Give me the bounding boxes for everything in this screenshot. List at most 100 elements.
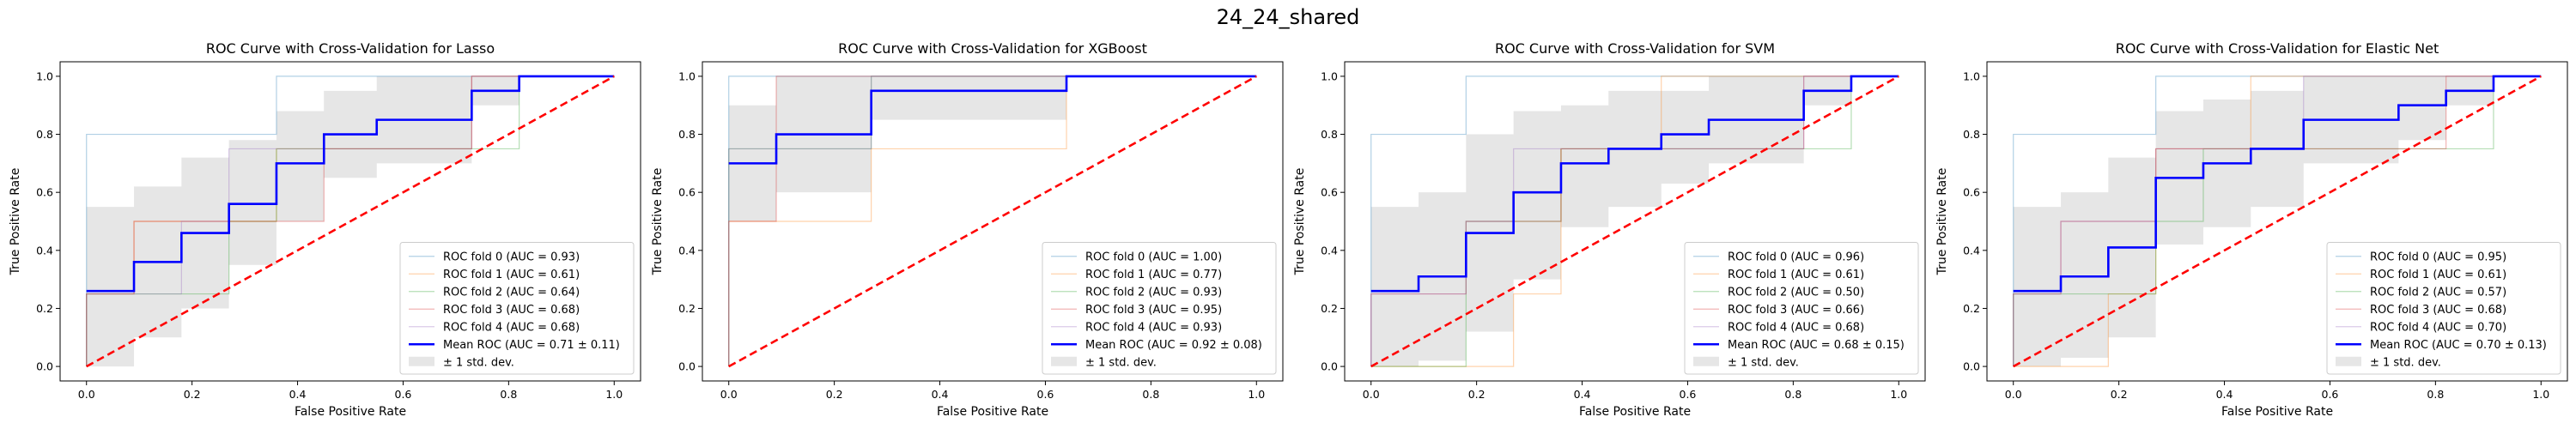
y-tick-label: 0.4 [1963,244,1980,257]
roc-panel-1: ROC Curve with Cross-Validation for XGBo… [651,40,1284,419]
legend-box [399,242,635,375]
legend-entry: ROC fold 3 (AUC = 0.68) [443,304,580,317]
roc-fold-4-curve [728,76,1257,367]
x-tick-label: 0.2 [826,388,843,401]
y-axis-label: True Positive Rate [651,168,665,276]
y-tick-label: 0.4 [678,244,696,257]
mean-roc-curve [1370,75,1899,293]
x-tick-label: 0.8 [1142,388,1159,401]
y-tick-label: 0.0 [1321,360,1338,373]
y-axis-label: True Positive Rate [9,168,22,276]
legend-entry: ROC fold 1 (AUC = 0.77) [1085,269,1222,281]
x-tick-label: 0.2 [1468,388,1485,401]
roc-panel-3: ROC Curve with Cross-Validation for Elas… [1935,40,2568,419]
y-tick-label: 0.6 [1963,186,1980,199]
legend-entry: ROC fold 4 (AUC = 0.68) [443,321,580,334]
x-tick-label: 0.2 [2111,388,2128,401]
x-axis-label: False Positive Rate [937,405,1048,419]
legend-box [2326,242,2561,375]
panel-title: ROC Curve with Cross-Validation for XGBo… [838,40,1147,57]
legend-entry: ± 1 std. dev. [1728,356,1799,369]
legend-swatch [2336,356,2361,366]
roc-fold-2-curve [86,76,615,367]
y-tick-label: 1.0 [36,69,53,82]
y-tick-label: 0.8 [1321,128,1338,141]
x-tick-label: 0.4 [932,388,949,401]
x-tick-label: 0.6 [2322,388,2339,401]
y-tick-label: 0.0 [36,360,53,373]
chance-line [86,75,615,368]
x-tick-label: 0.4 [289,388,307,401]
legend-entry: ROC fold 0 (AUC = 0.96) [1728,251,1864,263]
legend-box [1042,242,1277,375]
legend-swatch [409,356,434,366]
roc-fold-0-curve [1370,76,1899,367]
legend-entry: ROC fold 3 (AUC = 0.66) [1728,304,1864,317]
y-tick-label: 1.0 [678,69,696,82]
x-tick-label: 1.0 [2532,388,2549,401]
y-tick-label: 0.6 [36,186,53,199]
legend-entry: ROC fold 0 (AUC = 0.93) [443,251,580,263]
x-tick-label: 0.8 [1784,388,1801,401]
legend-entry: ROC fold 4 (AUC = 0.68) [1728,321,1864,334]
axes-frame [1986,61,2568,382]
y-tick-label: 1.0 [1963,69,1980,82]
chance-line [1370,75,1899,368]
x-tick-label: 0.0 [1363,388,1380,401]
legend: ROC fold 0 (AUC = 1.00) ROC fold 1 (AUC =… [1042,242,1277,375]
legend-entry: ROC fold 3 (AUC = 0.95) [1085,304,1222,317]
legend-entry: ROC fold 0 (AUC = 1.00) [1085,251,1222,263]
x-tick-label: 0.0 [78,388,95,401]
panel-title: ROC Curve with Cross-Validation for SVM [1495,40,1775,57]
y-tick-label: 0.2 [678,302,696,315]
roc-fold-0-curve [86,76,615,367]
axes-frame [1344,61,1926,382]
roc-fold-0-curve [2013,76,2542,367]
axes-frame [702,61,1284,382]
chance-line [2013,75,2542,368]
y-tick-label: 0.2 [36,302,53,315]
legend-entry: ± 1 std. dev. [443,356,514,369]
legend: ROC fold 0 (AUC = 0.95) ROC fold 1 (AUC =… [2326,242,2561,375]
y-tick-label: 0.2 [1321,302,1338,315]
roc-fold-3-curve [728,76,1257,367]
legend-box [1684,242,1919,375]
roc-fold-2-curve [2013,76,2542,367]
y-tick-label: 0.4 [36,244,53,257]
legend-entry: Mean ROC (AUC = 0.70 ± 0.13) [2370,339,2547,352]
x-tick-label: 1.0 [1890,388,1907,401]
mean-roc-curve [86,75,615,293]
y-tick-label: 1.0 [1321,69,1338,82]
legend: ROC fold 0 (AUC = 0.96) ROC fold 1 (AUC =… [1684,242,1919,375]
axes-frame [59,61,641,382]
y-tick-label: 0.2 [1963,302,1980,315]
x-tick-label: 0.0 [2005,388,2022,401]
x-axis-label: False Positive Rate [1579,405,1691,419]
y-tick-label: 0.6 [1321,186,1338,199]
panel-title: ROC Curve with Cross-Validation for Lass… [206,40,495,57]
std-band [728,76,1257,221]
legend-entry: ROC fold 2 (AUC = 0.93) [1085,286,1222,299]
y-axis-label: True Positive Rate [1293,168,1307,276]
legend-entry: ROC fold 2 (AUC = 0.57) [2370,286,2506,299]
legend-entry: ROC fold 4 (AUC = 0.93) [1085,321,1222,334]
x-tick-label: 0.6 [1680,388,1697,401]
legend-entry: ROC fold 1 (AUC = 0.61) [2370,269,2506,281]
y-axis-label: True Positive Rate [1935,168,1949,276]
x-tick-label: 1.0 [605,388,623,401]
x-tick-label: 0.4 [2216,388,2233,401]
y-tick-label: 0.6 [678,186,696,199]
legend-entry: ROC fold 2 (AUC = 0.64) [443,286,580,299]
legend-entry: Mean ROC (AUC = 0.68 ± 0.15) [1728,339,1905,352]
legend-swatch [1693,356,1719,366]
mean-roc-curve [2013,75,2542,293]
roc-fold-1-curve [1370,76,1899,367]
legend-entry: ROC fold 1 (AUC = 0.61) [443,269,580,281]
y-tick-label: 0.8 [678,128,696,141]
x-tick-label: 0.4 [1574,388,1591,401]
y-tick-label: 0.0 [678,360,696,373]
roc-panel-2: ROC Curve with Cross-Validation for SVM 0… [1293,40,1926,419]
y-tick-label: 0.8 [1963,128,1980,141]
legend-entry: ROC fold 2 (AUC = 0.50) [1728,286,1864,299]
legend-entry: ± 1 std. dev. [1085,356,1157,369]
